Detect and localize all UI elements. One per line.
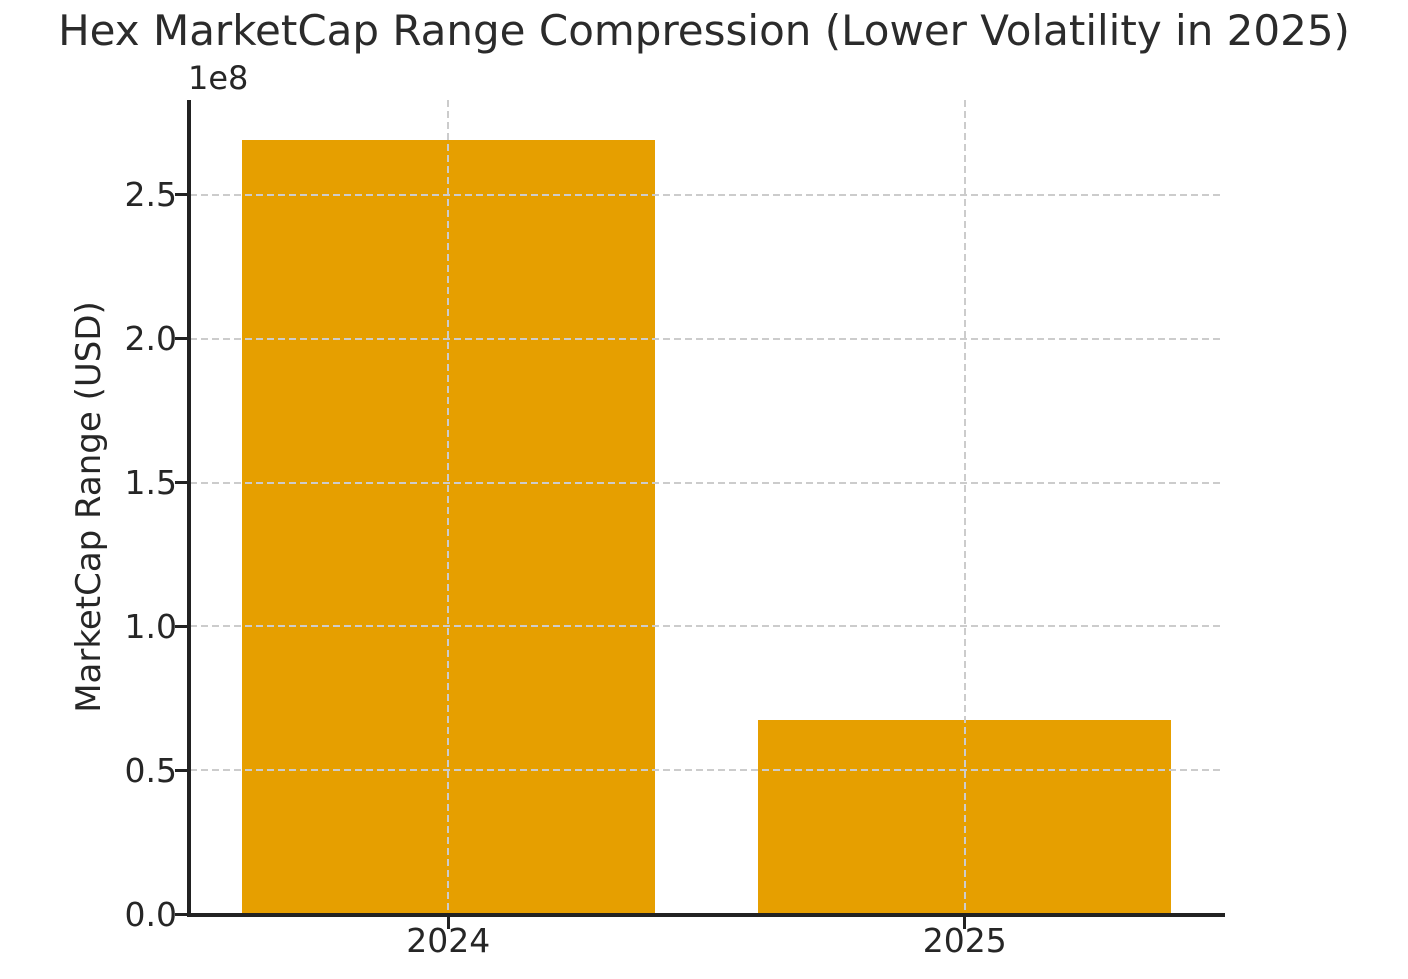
y-gridline — [190, 337, 1223, 340]
y-gridline — [190, 625, 1223, 628]
chart-title: Hex MarketCap Range Compression (Lower V… — [58, 6, 1350, 55]
plot-area — [190, 100, 1223, 914]
y-tick-mark — [175, 624, 187, 628]
y-tick-mark — [175, 768, 187, 772]
y-axis-offset-text: 1e8 — [188, 59, 249, 97]
y-gridline — [190, 193, 1223, 196]
y-tick-label: 2.5 — [124, 175, 177, 215]
y-tick-mark — [175, 481, 187, 485]
y-tick-mark — [175, 912, 187, 916]
x-gridline — [447, 100, 450, 914]
x-axis-spine — [187, 913, 1225, 917]
y-tick-label: 2.0 — [124, 319, 177, 359]
x-tick-mark — [963, 917, 967, 929]
y-axis-label: MarketCap Range (USD) — [69, 301, 109, 713]
y-tick-label: 0.0 — [124, 894, 177, 934]
y-tick-label: 1.5 — [124, 463, 177, 503]
y-gridline — [190, 481, 1223, 484]
y-tick-mark — [175, 337, 187, 341]
y-tick-mark — [175, 193, 187, 197]
y-gridline — [190, 769, 1223, 772]
y-axis-spine — [187, 100, 191, 917]
x-gridline — [963, 100, 966, 914]
x-tick-mark — [446, 917, 450, 929]
y-tick-label: 1.0 — [124, 606, 177, 646]
y-tick-label: 0.5 — [124, 750, 177, 790]
